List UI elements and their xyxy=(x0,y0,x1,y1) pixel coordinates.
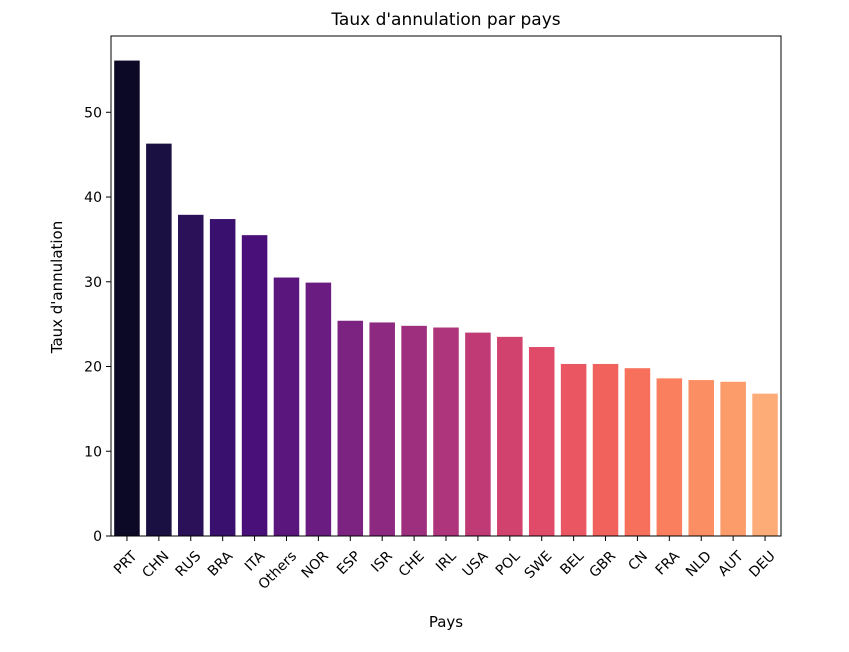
x-tick-label: PRT xyxy=(111,548,141,578)
bar-cn xyxy=(624,368,651,536)
bars-group xyxy=(114,60,778,537)
bar-fra xyxy=(656,378,683,536)
x-tick-label: CHN xyxy=(139,548,172,581)
bar-bra xyxy=(209,219,236,536)
bar-bel xyxy=(560,363,587,536)
x-tick-label: RUS xyxy=(173,548,205,580)
bar-others xyxy=(273,277,300,536)
x-tick-label: POL xyxy=(493,548,524,579)
x-tick-label: GBR xyxy=(586,548,619,581)
plot-frame xyxy=(110,35,782,537)
y-tick-label: 30 xyxy=(84,275,102,291)
bar-isr xyxy=(369,322,395,536)
bar-deu xyxy=(752,393,778,536)
x-tick-label: ITA xyxy=(242,548,269,575)
x-tick-label: IRL xyxy=(433,548,460,575)
x-tick-label: SWE xyxy=(522,548,556,582)
y-tick-label: 50 xyxy=(84,105,102,121)
bar-esp xyxy=(337,320,364,536)
y-tick-label: 20 xyxy=(84,360,102,376)
bar-swe xyxy=(528,347,555,536)
bar-gbr xyxy=(592,363,619,536)
x-tick-label: BEL xyxy=(557,548,587,578)
y-tick-label: 40 xyxy=(84,190,102,206)
x-axis-label: Pays xyxy=(429,613,463,631)
bar-aut xyxy=(720,381,746,536)
x-tick-label: BRA xyxy=(205,548,237,580)
x-tick-label: NOR xyxy=(299,548,333,582)
bar-prt xyxy=(114,60,140,537)
x-tick-label: ISR xyxy=(368,548,396,576)
bar-irl xyxy=(433,327,459,536)
bar-nld xyxy=(688,380,714,536)
x-tick-label: ESP xyxy=(334,548,364,578)
x-tick-label: USA xyxy=(460,548,492,580)
y-tick-label: 0 xyxy=(93,529,102,545)
x-tick-label: CHE xyxy=(396,548,428,580)
y-axis: 0 10 20 30 40 50 xyxy=(84,105,111,545)
bar-chn xyxy=(146,143,172,536)
bar-rus xyxy=(178,214,204,537)
y-tick-label: 10 xyxy=(84,444,102,460)
bar-pol xyxy=(497,336,523,536)
bar-che xyxy=(401,325,427,536)
x-tick-label: AUT xyxy=(715,548,747,580)
bar-nor xyxy=(305,282,332,536)
x-tick-label: FRA xyxy=(653,548,684,579)
x-tick-label: NLD xyxy=(683,548,715,580)
x-tick-label: CN xyxy=(625,548,651,574)
bar-ita xyxy=(241,235,268,537)
y-axis-label: Taux d'annulation xyxy=(48,221,66,354)
chart-title: Taux d'annulation par pays xyxy=(330,10,560,30)
x-tick-label: DEU xyxy=(746,548,778,580)
bar-usa xyxy=(465,332,491,536)
